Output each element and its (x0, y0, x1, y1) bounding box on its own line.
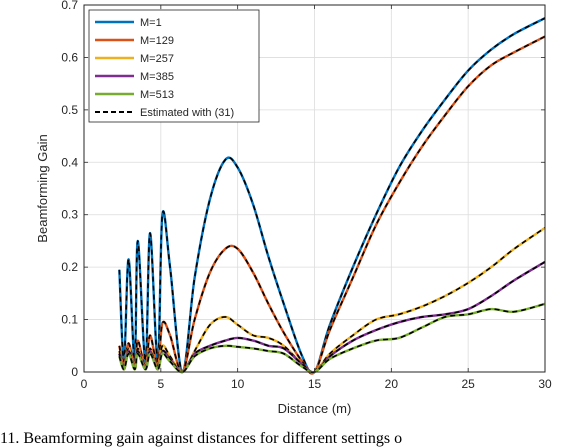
y-tick-label: 0.4 (61, 155, 78, 169)
axis-ticks (83, 4, 546, 373)
y-tick-label: 0.2 (61, 260, 78, 274)
legend-label: M=1 (140, 17, 162, 29)
y-tick-label: 0.1 (61, 313, 78, 327)
y-tick-label: 0.5 (61, 103, 78, 117)
legend-label: M=513 (140, 89, 174, 101)
y-tick-label: 0 (71, 365, 78, 379)
estimated-line-1 (118, 17, 546, 375)
estimated-line-2 (118, 35, 546, 375)
y-tick-label: 0.7 (61, 0, 78, 12)
x-tick-label: 20 (385, 377, 399, 391)
x-tick-label: 15 (308, 377, 322, 391)
estimated-line-3 (118, 227, 546, 374)
y-tick-label: 0.6 (61, 50, 78, 64)
y-axis-label: Beamforming Gain (35, 134, 50, 242)
legend-label: Estimated with (31) (140, 107, 234, 119)
series-line-5 (118, 302, 546, 374)
y-tick-label: 0.3 (61, 208, 78, 222)
legend: M=1 M=129 M=257 M=385 M=513 Estimated with (3… (88, 9, 260, 123)
x-tick-label: 30 (538, 377, 552, 391)
series-lines (118, 17, 546, 375)
x-axis-label: Distance (m) (278, 401, 352, 416)
x-tick-label: 5 (157, 377, 164, 391)
x-tick-label: 25 (461, 377, 475, 391)
legend-label: M=257 (140, 53, 174, 65)
legend-box (88, 9, 260, 123)
x-tick-label: 0 (81, 377, 88, 391)
legend-label: M=385 (140, 71, 174, 83)
legend-label: M=129 (140, 35, 174, 47)
x-tick-label: 10 (231, 377, 245, 391)
figure-caption: 11. Beamforming gain against distances f… (0, 430, 402, 447)
